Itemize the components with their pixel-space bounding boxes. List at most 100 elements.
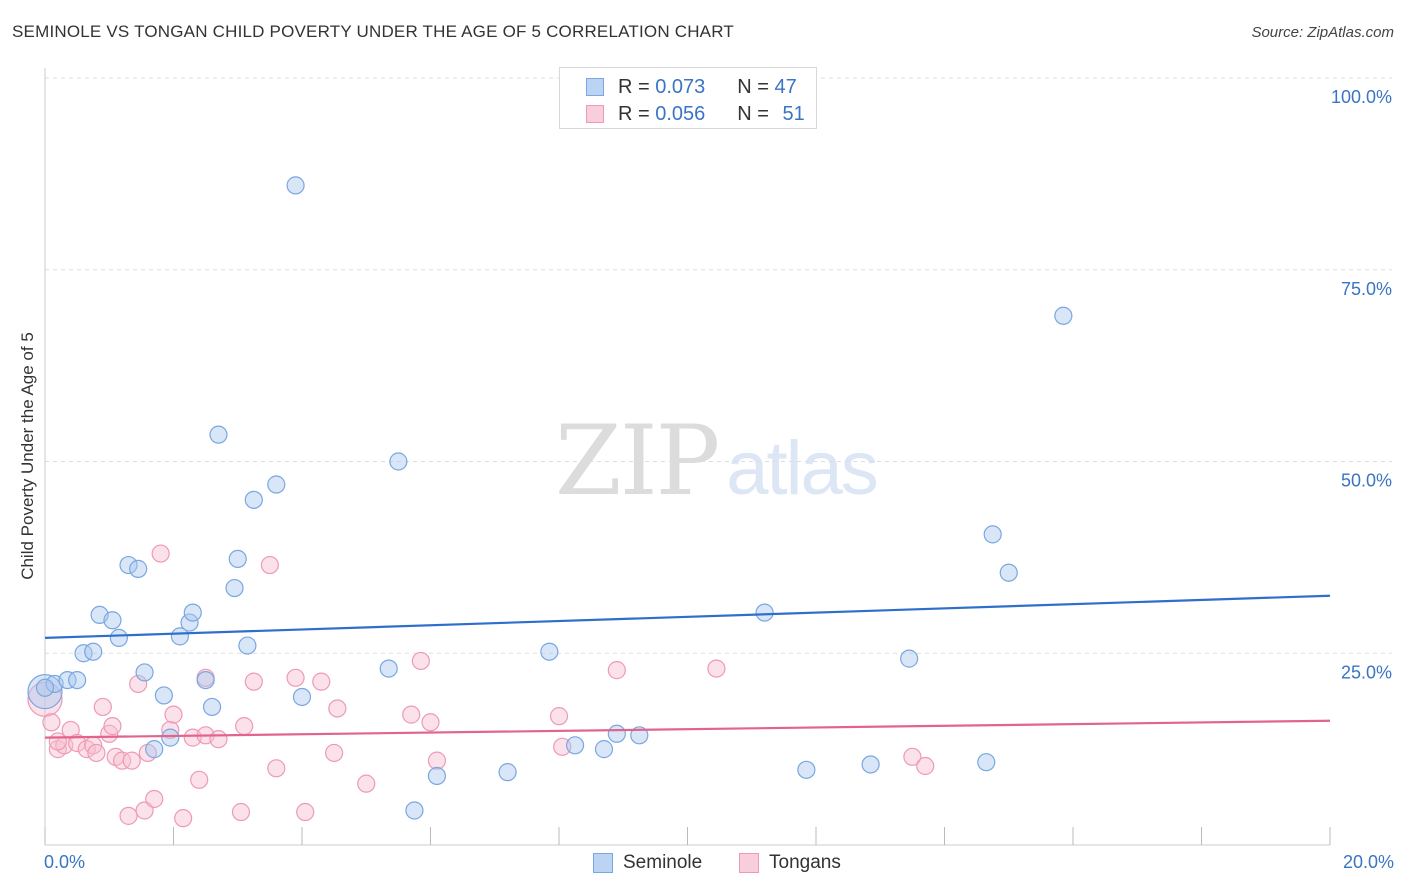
seminole-point: [540, 642, 559, 661]
seminole-point: [103, 611, 122, 630]
tongans-point: [903, 747, 922, 766]
grid-lines: [45, 77, 1392, 654]
seminole-point: [109, 628, 128, 648]
tongans-point: [87, 743, 106, 763]
tongans-point: [357, 774, 376, 793]
tongans-point: [122, 751, 141, 770]
seminole-point: [145, 740, 164, 759]
seminole-point: [630, 726, 649, 745]
tongans-point: [244, 672, 263, 691]
bottom-tongans-swatch: [739, 853, 759, 873]
seminole-point: [900, 649, 919, 668]
seminole-point: [977, 753, 996, 772]
tongans-point: [707, 659, 726, 678]
x-max-label: 20.0%: [1342, 852, 1394, 872]
tongans-point: [267, 759, 286, 778]
seminole-n-label: N =: [737, 75, 769, 98]
tongans-point: [145, 789, 164, 809]
tongans-point: [312, 672, 331, 691]
tongans-point: [296, 802, 315, 822]
tongans-point: [190, 770, 209, 789]
tongans-point: [235, 717, 254, 736]
seminole-point: [84, 642, 103, 661]
tongans-point: [607, 661, 626, 680]
seminole-point: [267, 475, 286, 494]
tongans-point: [48, 732, 67, 751]
y-axis-title: Child Poverty Under the Age of 5: [18, 332, 37, 580]
y-tick-label: 25.0%: [1341, 662, 1392, 682]
seminole-point: [565, 736, 585, 755]
tongans-point: [231, 802, 251, 822]
source-credit: Source: ZipAtlas.com: [1251, 24, 1394, 41]
seminole-point: [225, 578, 244, 598]
tongans-point: [119, 806, 138, 825]
seminole-point: [861, 755, 880, 774]
seminole-point: [607, 724, 626, 743]
chart-title: SEMINOLE VS TONGAN CHILD POVERTY UNDER T…: [12, 22, 734, 41]
seminole-point: [119, 555, 138, 575]
tongans-point: [103, 717, 122, 736]
seminole-swatch: [586, 78, 604, 96]
seminole-point: [68, 670, 87, 690]
seminole-point: [292, 687, 312, 707]
tongans-point: [161, 720, 180, 740]
tongans-point: [328, 699, 347, 718]
tongans-point: [286, 668, 305, 687]
seminole-point: [405, 801, 424, 820]
y-tick-label: 75.0%: [1341, 279, 1392, 299]
seminole-point: [161, 728, 180, 747]
seminole-point: [27, 673, 63, 710]
tongans-point: [411, 651, 430, 671]
tongans-point: [427, 751, 447, 770]
tongans-swatch: [586, 105, 604, 123]
legend-row-seminole: R = 0.073 N = 47: [586, 75, 797, 99]
bottom-legend-seminole: Seminole: [593, 852, 702, 874]
tongans-point: [164, 705, 183, 724]
tongans-point: [93, 697, 112, 717]
seminole-point: [594, 740, 614, 759]
tongans-point: [129, 674, 148, 694]
tongans-point: [402, 705, 421, 724]
seminole-point: [755, 603, 774, 622]
tongans-n-label: N =: [737, 102, 769, 125]
tongans-point: [42, 713, 61, 732]
seminole-r-label: R =: [618, 75, 650, 98]
seminole-point: [1054, 306, 1073, 325]
seminole-point: [389, 452, 408, 471]
seminole-point: [797, 760, 816, 779]
tongans-point: [549, 707, 569, 726]
bottom-seminole-swatch: [593, 853, 613, 873]
seminole-point: [58, 670, 77, 690]
tongans-point: [174, 809, 193, 828]
tongans-n-value: 51: [782, 102, 805, 125]
seminole-point: [244, 490, 263, 509]
seminole-point: [196, 670, 215, 690]
tongans-point: [151, 544, 170, 563]
tongans-point: [260, 555, 279, 575]
seminole-r-value: 0.073: [655, 75, 706, 98]
y-tick-label: 100.0%: [1331, 87, 1392, 107]
seminole-point: [228, 549, 247, 569]
tongans-trend-line: [44, 719, 1331, 739]
tongans-point: [209, 730, 228, 749]
tongans-r-value: 0.056: [655, 102, 706, 125]
seminole-point: [379, 659, 398, 678]
tongans-point: [421, 713, 440, 732]
seminole-point: [983, 525, 1002, 544]
x-min-label: 0.0%: [44, 852, 86, 872]
legend-row-tongans: R = 0.056 N = 51: [586, 102, 805, 126]
bottom-seminole-label: Seminole: [623, 852, 703, 873]
correlation-legend: R = 0.073 N = 47 R = 0.056 N = 51: [559, 67, 817, 129]
seminole-point: [286, 176, 305, 195]
tongans-point: [112, 751, 132, 770]
seminole-point: [209, 425, 228, 444]
seminole-point: [183, 603, 202, 622]
seminole-point: [135, 663, 154, 682]
tongans-points: [27, 544, 935, 828]
seminole-n-value: 47: [774, 75, 797, 98]
y-tick-labels: 100.0% 75.0% 50.0% 25.0%: [1331, 87, 1392, 682]
bottom-tongans-label: Tongans: [769, 852, 841, 873]
seminole-point: [180, 613, 199, 632]
axes: [44, 68, 1331, 846]
